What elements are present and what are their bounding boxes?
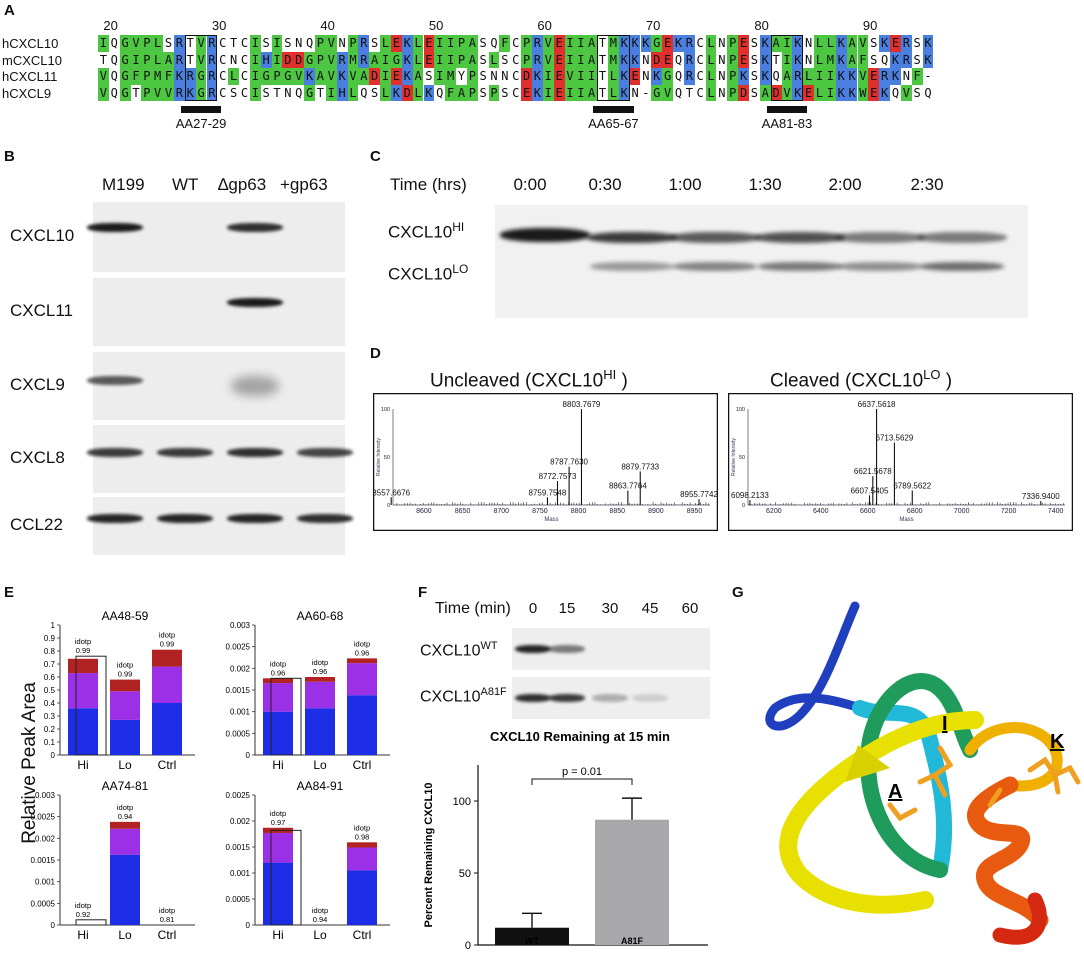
y-tick: 0 [246, 751, 251, 760]
category-label: Hi [77, 928, 88, 942]
y-axis-label: Percent Remaining CXCL10 [423, 783, 435, 928]
cxcl10-a81f-label: CXCL10A81F [420, 686, 507, 706]
category-label: Lo [118, 758, 132, 772]
category-label: A81F [621, 936, 644, 946]
band-a81f [549, 694, 585, 702]
idotp-value: 0.97 [271, 818, 286, 827]
bar-segment [347, 842, 377, 847]
category-label: Lo [313, 928, 327, 942]
band-wt [549, 645, 585, 653]
y-tick: 100 [453, 796, 471, 808]
idotp-label: idotp [312, 906, 328, 915]
category-label: Hi [272, 758, 283, 772]
bar-segment [110, 855, 140, 925]
idotp-label: idotp [270, 809, 286, 818]
y-tick: 50 [459, 868, 471, 880]
idotp-value: 0.94 [313, 915, 328, 924]
y-tick: 0.003 [35, 791, 56, 800]
y-tick: 0.002 [230, 817, 251, 826]
y-tick: 0 [51, 921, 56, 930]
category-label: Lo [118, 928, 132, 942]
category-label: Hi [272, 928, 283, 942]
stacked-chart: AA74-81 0 0.0005 0.001 0.0015 0.002 0.0025 0.00… [31, 779, 195, 942]
band-a81f [515, 694, 551, 702]
y-tick: 0.0025 [31, 813, 56, 822]
idotp-value: 0.94 [118, 812, 133, 821]
residue-i-label: I [942, 713, 948, 735]
ribbon-green-strand [868, 681, 970, 870]
y-tick: 0.002 [35, 834, 56, 843]
y-tick: 0.001 [35, 878, 56, 887]
category-label: Ctrl [158, 928, 177, 942]
category-label: Ctrl [353, 928, 372, 942]
bar-segment [347, 848, 377, 871]
ribbon-loop [970, 728, 1057, 786]
bar-segment [263, 863, 293, 925]
y-tick: 0.0005 [31, 899, 56, 908]
category-label: WT [525, 936, 539, 946]
idotp-value: 0.92 [76, 910, 91, 919]
y-tick: 0.0005 [226, 729, 251, 738]
y-tick: 0 [246, 921, 251, 930]
category-label: Ctrl [158, 758, 177, 772]
cxcl10-wt-label: CXCL10WT [420, 640, 498, 660]
panel-f-bar-chart: CXCL10 Remaining at 15 min 0 50 100 Percent … [410, 725, 720, 953]
chart-title: AA74-81 [102, 779, 149, 793]
bar [595, 820, 669, 945]
ribbon-n-terminus [770, 606, 860, 726]
idotp-label: idotp [117, 803, 133, 812]
y-tick: 0.0005 [226, 895, 251, 904]
chart-title: AA84-91 [297, 779, 344, 793]
protein-structure: I K A [740, 600, 1084, 953]
y-tick: 0.1 [44, 738, 56, 747]
significance-bracket [532, 779, 632, 785]
category-label: Lo [313, 758, 327, 772]
y-tick: 0.0015 [31, 856, 56, 865]
y-tick: 0.001 [230, 869, 251, 878]
y-tick: 0.0025 [226, 791, 251, 800]
residue-k-label: K [1050, 731, 1065, 753]
outlined-bar [76, 920, 106, 925]
bar-segment [347, 870, 377, 925]
y-tick: 0.0015 [226, 843, 251, 852]
category-label: Hi [77, 758, 88, 772]
band-wt [515, 645, 551, 653]
stacked-chart: AA84-91 0 0.0005 0.001 0.0015 0.002 0.0025 idot… [226, 779, 390, 942]
band-a81f [632, 694, 668, 702]
band-a81f [592, 694, 628, 702]
y-tick: 0 [51, 751, 56, 760]
idotp-value: 0.81 [160, 915, 175, 924]
idotp-label: idotp [159, 906, 175, 915]
bar-segment [110, 822, 140, 829]
category-label: Ctrl [353, 758, 372, 772]
idotp-label: idotp [354, 823, 370, 832]
bar-segment [263, 833, 293, 863]
p-value: p = 0.01 [562, 766, 602, 778]
y-tick: 0 [465, 940, 471, 952]
idotp-label: idotp [75, 901, 91, 910]
chart-title: CXCL10 Remaining at 15 min [490, 729, 670, 744]
residue-a-label: A [888, 781, 902, 803]
bar-segment [110, 829, 140, 855]
idotp-value: 0.98 [355, 832, 370, 841]
panel-g-label: G [732, 584, 744, 601]
